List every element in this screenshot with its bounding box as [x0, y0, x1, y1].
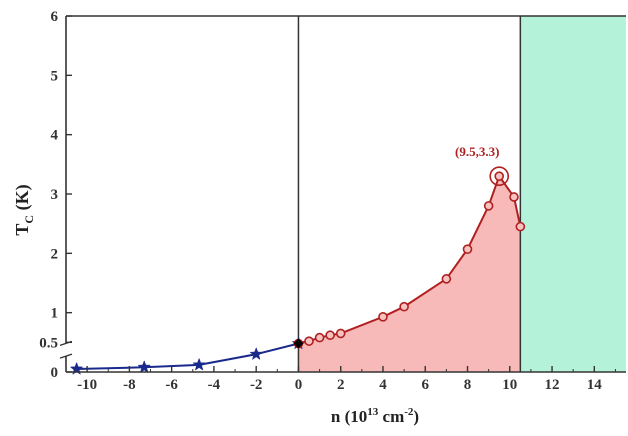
data-point-circle [325, 330, 335, 341]
data-point-circle [494, 171, 505, 181]
series-line [76, 342, 299, 370]
series-layer [69, 171, 526, 375]
y-axis-label: TC (K) [12, 184, 36, 235]
data-point-circle [509, 192, 519, 202]
y-tick-label: 0.5 [39, 335, 58, 351]
data-point-circle [335, 328, 346, 339]
data-point-star [137, 360, 152, 374]
data-point-star [192, 357, 206, 371]
x-tick-label: -4 [208, 377, 221, 393]
data-point-circle [304, 336, 314, 346]
x-tick-label: 8 [464, 377, 472, 393]
data-point-circle [483, 201, 494, 211]
shaded-regions [298, 16, 626, 372]
shaded-band [520, 16, 626, 372]
data-point-diamond [293, 338, 304, 349]
x-tick-label: 0 [295, 377, 303, 393]
y-tick-label: 6 [51, 9, 59, 25]
x-tick-label: 12 [545, 377, 560, 393]
data-point-circle [515, 221, 526, 232]
data-point-circle [441, 274, 452, 284]
annotation-label: (9.5,3.3) [455, 144, 499, 159]
x-tick-label: -6 [165, 377, 178, 393]
data-point-circle [314, 332, 325, 343]
x-tick-label: 10 [502, 377, 517, 393]
y-tick-label: 4 [51, 128, 59, 144]
x-tick-label: -8 [123, 377, 136, 393]
y-tick-label: 1 [51, 306, 59, 322]
x-tick-label: -2 [250, 377, 263, 393]
x-tick-label: 4 [379, 377, 387, 393]
x-axis-label: n (1013 cm-2) [331, 406, 419, 426]
y-tick-label: 0 [51, 365, 59, 381]
data-point-circle [462, 244, 473, 254]
data-point-star [249, 346, 264, 361]
vertical-reference-lines [297, 16, 522, 372]
shaded-under-curve [298, 176, 521, 372]
x-tick-label: 6 [421, 377, 429, 393]
axis-break-mark [59, 353, 73, 359]
data-point-circle [378, 312, 388, 322]
y-tick-label: 3 [51, 187, 59, 203]
y-tick-label: 5 [51, 68, 59, 84]
x-tick-label: 2 [337, 377, 345, 393]
annotation-highlight-circle [489, 166, 510, 186]
data-point-circle [399, 301, 409, 312]
axis-break-gap [60, 343, 72, 357]
annotations: (9.5,3.3) [455, 144, 510, 186]
y-tick-label: 2 [51, 246, 59, 262]
x-tick-label: 14 [587, 377, 603, 393]
x-tick-label: -10 [77, 377, 97, 393]
